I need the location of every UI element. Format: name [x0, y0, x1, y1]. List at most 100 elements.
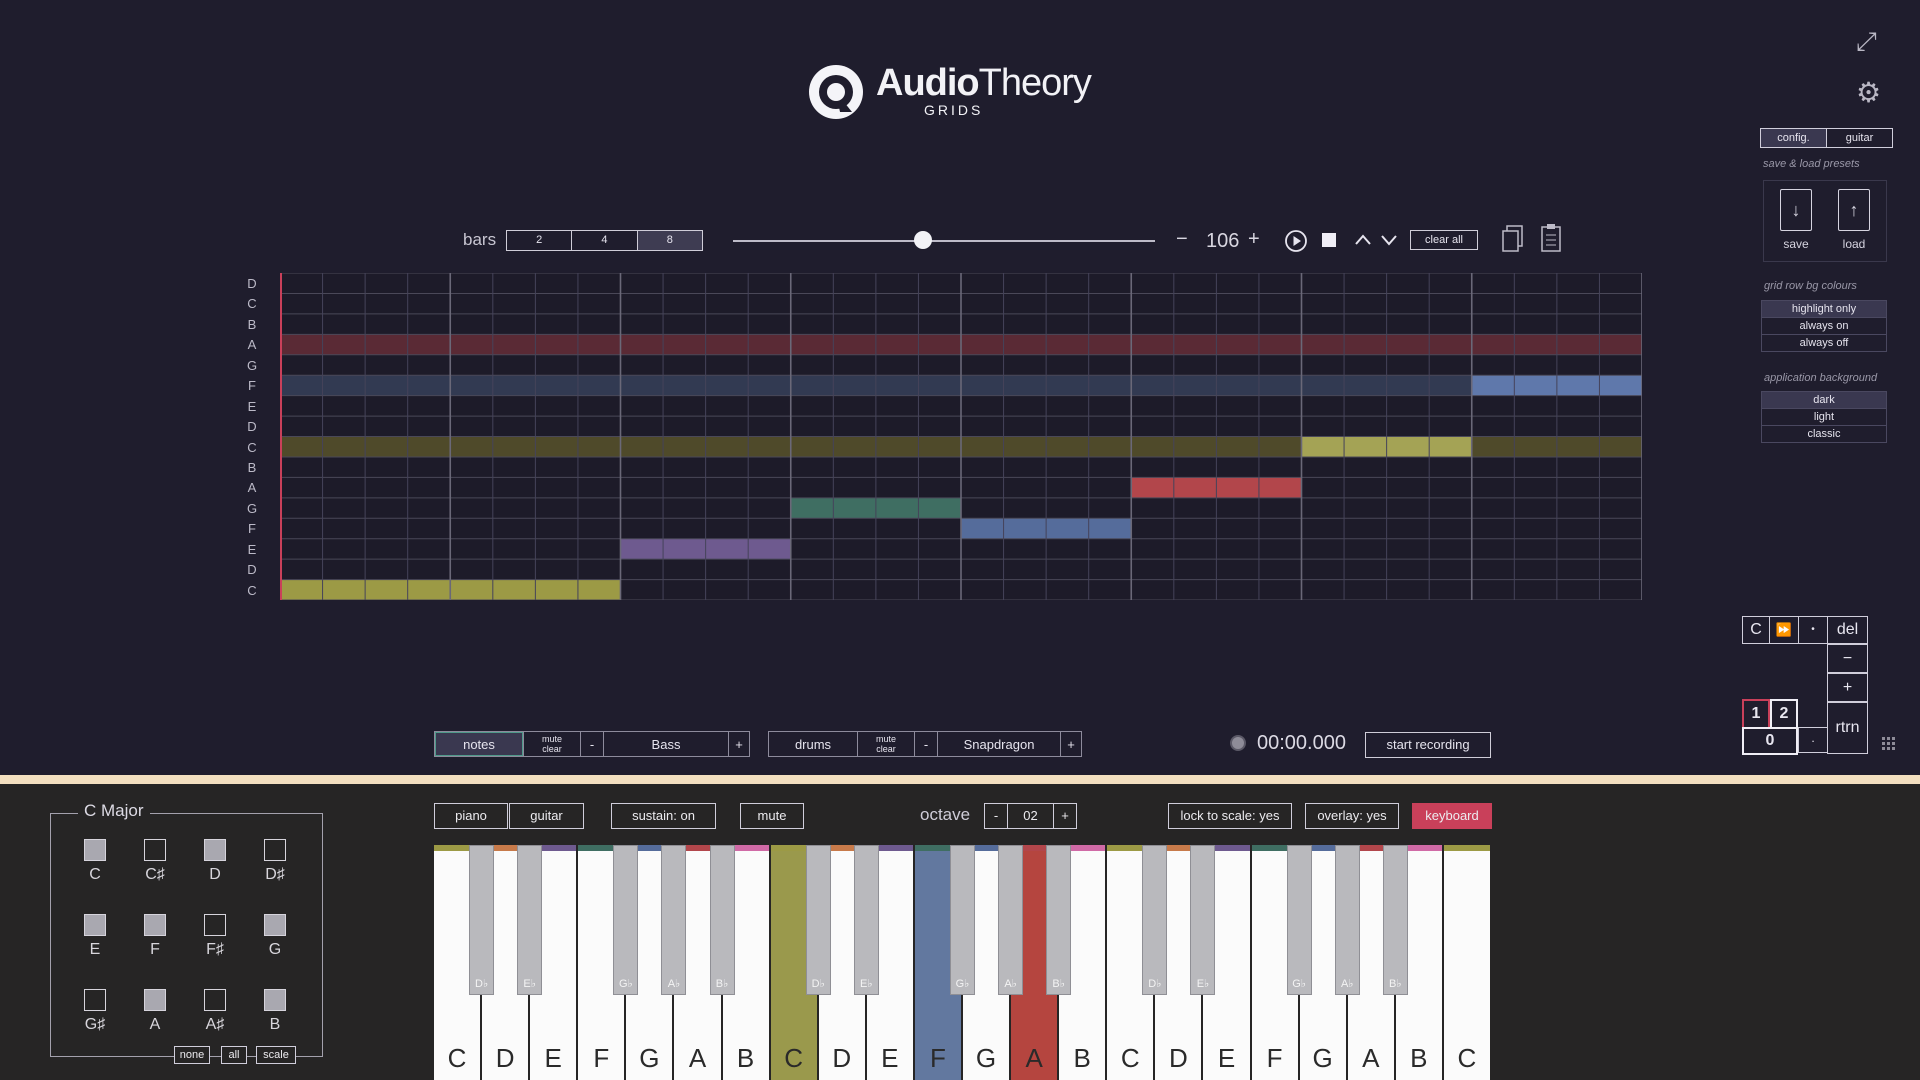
- white-key-label: F: [593, 1043, 610, 1073]
- option-always-on[interactable]: always on: [1762, 318, 1886, 335]
- scale-all-button[interactable]: all: [221, 1046, 247, 1064]
- bars-option-4[interactable]: 4: [571, 231, 636, 250]
- notes-track-button[interactable]: notes: [435, 732, 523, 756]
- white-key[interactable]: C: [1443, 845, 1492, 1080]
- mute-button[interactable]: mute: [740, 803, 804, 829]
- drums-prev-button[interactable]: -: [914, 732, 937, 756]
- octave-plus-button[interactable]: +: [1053, 803, 1077, 829]
- white-key-label: E: [1217, 1043, 1236, 1073]
- black-key[interactable]: G♭: [1286, 845, 1312, 995]
- scale-note-toggle[interactable]: [264, 989, 286, 1011]
- load-preset-button[interactable]: ↑ load: [1834, 189, 1874, 251]
- paste-icon[interactable]: [1538, 222, 1564, 254]
- white-key-label: F: [930, 1043, 946, 1073]
- save-preset-button[interactable]: ↓ save: [1776, 189, 1816, 251]
- black-key[interactable]: G♭: [950, 845, 975, 995]
- black-key[interactable]: B♭: [709, 845, 735, 995]
- row-label: F: [248, 378, 256, 394]
- keyboard-button[interactable]: keyboard: [1412, 803, 1492, 829]
- black-key[interactable]: E♭: [517, 845, 543, 995]
- black-key[interactable]: A♭: [1334, 845, 1360, 995]
- bars-option-8[interactable]: 8: [636, 231, 702, 250]
- option-light[interactable]: light: [1762, 409, 1886, 426]
- start-recording-button[interactable]: start recording: [1365, 732, 1491, 758]
- tab-config[interactable]: config.: [1761, 129, 1826, 147]
- option-classic[interactable]: classic: [1807, 428, 1841, 440]
- tempo-slider-knob[interactable]: [913, 231, 932, 249]
- scale-note-label: F: [150, 941, 160, 958]
- play-icon[interactable]: [1284, 229, 1308, 253]
- notes-prev-button[interactable]: -: [580, 732, 603, 756]
- octave-up-icon[interactable]: [1354, 232, 1372, 248]
- copy-icon[interactable]: [1500, 224, 1526, 254]
- stop-icon[interactable]: [1322, 233, 1336, 247]
- numpad-return[interactable]: rtrn: [1827, 702, 1868, 754]
- numpad-del[interactable]: del: [1827, 616, 1868, 644]
- black-key[interactable]: A♭: [661, 845, 687, 995]
- black-key-label: D♭: [475, 978, 489, 990]
- scale-note-toggle[interactable]: [264, 839, 286, 861]
- numpad-2[interactable]: 2: [1770, 699, 1798, 729]
- notes-mute-clear[interactable]: mute clear: [523, 732, 580, 756]
- numpad-plus[interactable]: +: [1827, 673, 1868, 702]
- numpad-minus[interactable]: −: [1827, 644, 1868, 673]
- scale-none-button[interactable]: none: [174, 1046, 210, 1064]
- scale-scale-button[interactable]: scale: [256, 1046, 296, 1064]
- piano-button[interactable]: piano: [434, 803, 508, 829]
- numpad-1[interactable]: 1: [1742, 699, 1770, 729]
- gear-icon[interactable]: ⚙: [1856, 77, 1882, 108]
- clear-all-button[interactable]: clear all: [1410, 230, 1478, 250]
- overlay-button[interactable]: overlay: yes: [1305, 803, 1399, 829]
- row-label: C: [247, 582, 257, 598]
- scale-note-toggle[interactable]: [204, 839, 226, 861]
- drums-mute-clear[interactable]: mute clear: [857, 732, 914, 756]
- note-grid[interactable]: [280, 273, 1642, 600]
- drums-track-button[interactable]: drums: [794, 736, 832, 752]
- black-key[interactable]: B♭: [1046, 845, 1072, 995]
- black-key[interactable]: A♭: [998, 845, 1024, 995]
- scale-note-toggle[interactable]: [84, 914, 106, 936]
- lock-to-scale-button[interactable]: lock to scale: yes: [1168, 803, 1292, 829]
- option-highlight-only[interactable]: highlight only: [1762, 301, 1886, 318]
- black-key[interactable]: G♭: [613, 845, 639, 995]
- numpad-0[interactable]: 0: [1742, 727, 1798, 755]
- black-key[interactable]: E♭: [1190, 845, 1216, 995]
- guitar-button[interactable]: guitar: [509, 803, 584, 829]
- option-always-off[interactable]: always off: [1799, 337, 1849, 349]
- bars-option-2[interactable]: 2: [536, 234, 543, 246]
- black-key[interactable]: B♭: [1382, 845, 1408, 995]
- numpad-dot[interactable]: .: [1798, 727, 1828, 753]
- black-key[interactable]: D♭: [1142, 845, 1168, 995]
- sustain-button[interactable]: sustain: on: [611, 803, 716, 829]
- black-key[interactable]: D♭: [469, 845, 495, 995]
- notes-next-button[interactable]: +: [728, 732, 749, 756]
- octave-minus-button[interactable]: -: [984, 803, 1008, 829]
- tempo-plus-button[interactable]: +: [1248, 228, 1260, 250]
- scale-note-toggle[interactable]: [264, 914, 286, 936]
- numpad-c[interactable]: C: [1742, 616, 1770, 644]
- numpad-dot-top[interactable]: •: [1798, 616, 1828, 644]
- scale-note-toggle[interactable]: [84, 839, 106, 861]
- grid-menu-icon[interactable]: [1882, 737, 1896, 751]
- numpad-fast-forward[interactable]: ⏩: [1769, 616, 1799, 644]
- scale-note-toggle[interactable]: [144, 989, 166, 1011]
- tempo-slider-track[interactable]: [733, 240, 1155, 242]
- row-label: D: [247, 276, 257, 291]
- tempo-minus-button[interactable]: −: [1176, 228, 1188, 250]
- scale-note-toggle[interactable]: [204, 914, 226, 936]
- scale-note-toggle[interactable]: [204, 989, 226, 1011]
- key-color-marker: [1299, 845, 1346, 851]
- black-key[interactable]: E♭: [853, 845, 879, 995]
- black-key[interactable]: D♭: [805, 845, 831, 995]
- scale-note-toggle[interactable]: [84, 989, 106, 1011]
- drums-next-button[interactable]: +: [1060, 732, 1081, 756]
- tab-guitar[interactable]: guitar: [1826, 129, 1892, 147]
- black-key-label: E♭: [860, 978, 873, 990]
- scale-note-label: G♯: [84, 1016, 106, 1033]
- scale-note-toggle[interactable]: [144, 839, 166, 861]
- scale-note-toggle[interactable]: [144, 914, 166, 936]
- fullscreen-icon[interactable]: ⤢: [1856, 26, 1877, 56]
- option-dark[interactable]: dark: [1762, 392, 1886, 409]
- octave-down-icon[interactable]: [1380, 232, 1398, 248]
- black-key-label: A♭: [667, 978, 681, 990]
